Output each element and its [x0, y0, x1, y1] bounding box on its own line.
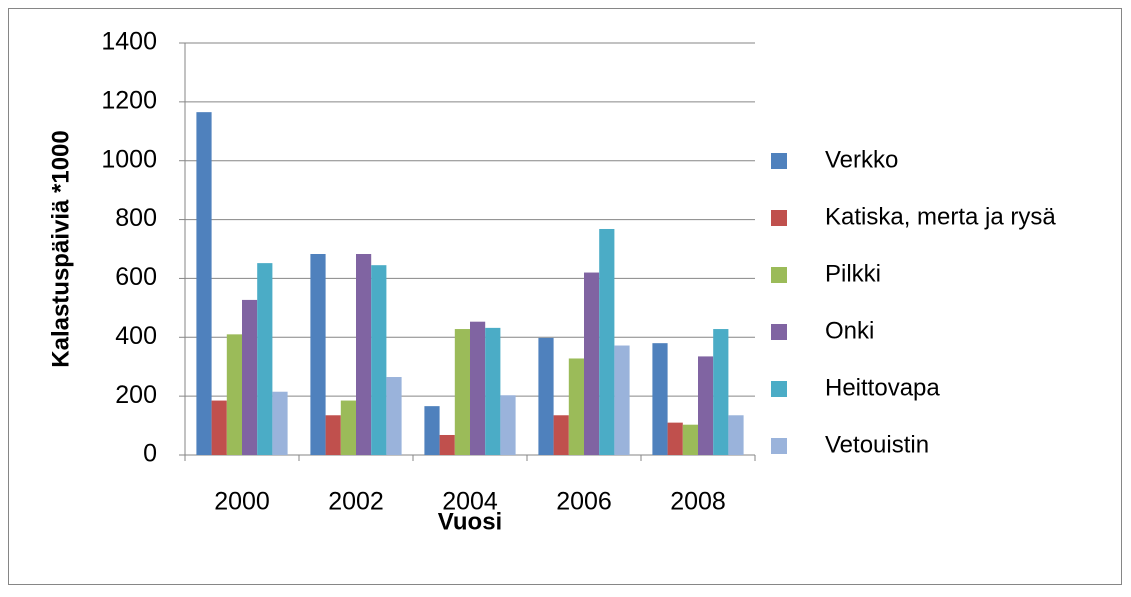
bar [568, 358, 584, 455]
bar [599, 228, 615, 455]
y-axis-title: Kalastuspäiviä *1000 [47, 130, 74, 367]
bar [500, 395, 516, 455]
bar [257, 263, 273, 455]
legend-swatch [771, 153, 787, 169]
bar [325, 415, 341, 455]
bar [698, 356, 714, 455]
y-tick-label: 400 [115, 322, 157, 350]
bar [196, 112, 212, 456]
legend-swatch [771, 210, 787, 226]
y-tick-label: 200 [115, 381, 157, 409]
legend-swatch [771, 381, 787, 397]
chart-border [8, 8, 1122, 585]
legend-swatch [771, 267, 787, 283]
bar [682, 424, 698, 455]
x-tick-label: 2008 [670, 488, 726, 516]
x-axis-title: Vuosi [438, 508, 502, 535]
bar [538, 337, 554, 455]
bar [667, 422, 683, 455]
legend-swatch [771, 438, 787, 454]
bar [439, 434, 455, 455]
y-tick-label: 1000 [101, 145, 157, 173]
legend-label: Heittovapa [825, 374, 940, 401]
bar [386, 377, 402, 455]
legend-label: Onki [825, 317, 874, 344]
y-tick-label: 600 [115, 263, 157, 291]
bar [424, 406, 440, 455]
legend-label: Pilkki [825, 260, 881, 287]
bar [371, 265, 387, 455]
bar [242, 299, 258, 455]
bar [310, 254, 326, 455]
bar [652, 343, 668, 455]
legend-label: Verkko [825, 146, 898, 173]
y-tick-label: 1400 [101, 28, 157, 56]
legend-label: Vetouistin [825, 431, 929, 458]
x-tick-label: 2000 [214, 488, 270, 516]
bar [470, 321, 486, 455]
bar [272, 391, 288, 455]
legend: Verkko Katiska, merta ja rysä Pilkki Onki He… [771, 146, 1056, 458]
bar [485, 327, 501, 455]
bar [226, 334, 242, 455]
legend-swatch [771, 324, 787, 340]
bar [211, 400, 227, 455]
bar [713, 329, 729, 455]
bar [454, 329, 470, 455]
bar [584, 272, 600, 455]
x-tick-label: 2006 [556, 488, 612, 516]
x-tick-label: 2002 [328, 488, 384, 516]
bar [356, 254, 372, 455]
bar [553, 415, 569, 455]
bar [728, 415, 744, 455]
x-tick-label: 2004 [442, 488, 498, 516]
y-tick-label: 0 [143, 440, 157, 468]
y-tick-label: 1200 [101, 86, 157, 114]
bar [340, 400, 356, 455]
bar [614, 345, 630, 455]
y-tick-label: 800 [115, 204, 157, 232]
legend-label: Katiska, merta ja rysä [825, 203, 1056, 230]
